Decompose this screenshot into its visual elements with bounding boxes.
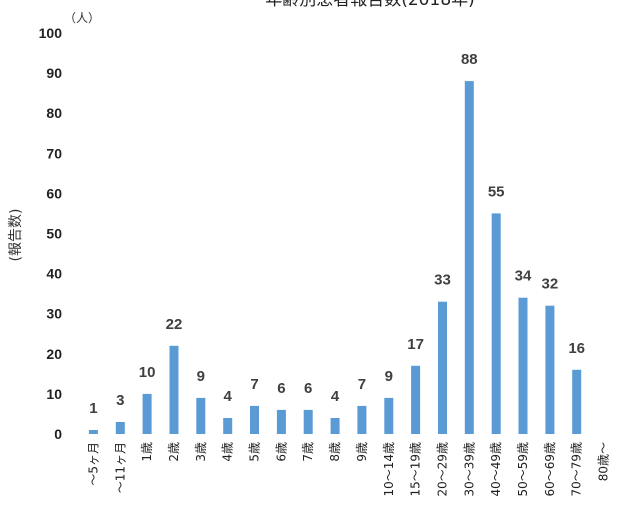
bar: [250, 405, 259, 434]
bar: [438, 301, 447, 434]
bar: [88, 430, 98, 434]
y-tick-label: 20: [46, 346, 62, 362]
x-tick-label: 15〜19歳: [409, 442, 423, 497]
bar: [142, 393, 152, 434]
x-tick-label: 7歳: [301, 442, 315, 462]
bar: [276, 409, 286, 434]
data-label: 10: [139, 364, 156, 381]
bar: [303, 409, 313, 434]
x-tick-label: 〜5ヶ月: [86, 442, 100, 486]
y-tick-label: 90: [46, 65, 62, 81]
bar: [169, 345, 179, 434]
y-axis-ticks: 0 10 20 30 40 50 60 70 80 90 100: [39, 25, 63, 442]
x-tick-label: 40〜49歳: [489, 442, 503, 497]
data-label: 4: [224, 388, 233, 405]
x-tick-label: 2歳: [167, 442, 181, 462]
bar: [464, 81, 474, 434]
x-tick-label: 50〜59歳: [516, 442, 530, 497]
bar: [545, 305, 555, 434]
y-tick-label: 100: [39, 25, 63, 41]
y-tick-label: 30: [46, 306, 62, 322]
data-label: 4: [331, 388, 340, 405]
bar: [223, 418, 233, 434]
data-label: 1: [89, 400, 97, 417]
data-label: 55: [488, 183, 505, 200]
chart-title: 年齢別患者報告数(2018年): [265, 0, 475, 10]
data-label: 16: [568, 340, 585, 357]
y-axis-unit-label: （人）: [64, 11, 100, 25]
x-tick-label: 30〜39歳: [462, 442, 476, 497]
bar: [518, 297, 528, 434]
bar: [196, 397, 206, 434]
x-tick-label: 1歳: [140, 442, 154, 462]
y-tick-label: 70: [46, 145, 62, 161]
data-label: 6: [277, 380, 285, 397]
y-axis-label: (報告数): [8, 209, 24, 262]
data-label: 33: [434, 272, 451, 289]
data-label: 22: [166, 316, 183, 333]
x-axis-ticks: 〜5ヶ月 〜11ヶ月 1歳 2歳 3歳 4歳 5歳 6歳 7歳 8歳 9歳 10〜14歳 15〜19歳 2…: [86, 442, 610, 497]
x-tick-label: 3歳: [194, 442, 208, 462]
x-tick-label: 5歳: [248, 442, 262, 462]
bar: [411, 365, 421, 434]
data-label: 3: [116, 392, 124, 409]
data-label: 88: [461, 51, 478, 68]
data-label: 7: [358, 376, 366, 393]
data-label: 32: [542, 276, 559, 293]
x-tick-label: 60〜69歳: [543, 442, 557, 497]
data-label: 34: [515, 268, 532, 285]
data-label: 6: [304, 380, 312, 397]
x-tick-label: 8歳: [328, 442, 342, 462]
x-tick-label: 70〜79歳: [570, 442, 584, 497]
y-tick-label: 60: [46, 185, 62, 201]
y-tick-label: 0: [54, 426, 62, 442]
y-tick-label: 10: [46, 386, 62, 402]
x-tick-label: 〜11ヶ月: [113, 442, 127, 493]
data-label: 9: [197, 368, 205, 385]
bar: [357, 405, 367, 434]
y-tick-label: 40: [46, 266, 62, 282]
y-tick-label: 50: [46, 226, 62, 242]
x-tick-label: 20〜29歳: [436, 442, 450, 497]
x-tick-label: 9歳: [355, 442, 369, 462]
x-tick-label: 6歳: [274, 442, 288, 462]
bar: [384, 397, 394, 434]
data-label: 7: [250, 376, 258, 393]
bar: [115, 422, 125, 434]
y-tick-label: 80: [46, 105, 62, 121]
bar: [491, 213, 501, 434]
x-tick-label: 4歳: [221, 442, 235, 462]
bar: [330, 418, 340, 434]
x-tick-label: 10〜14歳: [382, 442, 396, 497]
bar: [572, 369, 582, 434]
data-label: 9: [385, 368, 393, 385]
x-tick-label: 80歳〜: [597, 442, 611, 481]
data-label: 17: [407, 336, 424, 353]
bars: [88, 81, 582, 434]
